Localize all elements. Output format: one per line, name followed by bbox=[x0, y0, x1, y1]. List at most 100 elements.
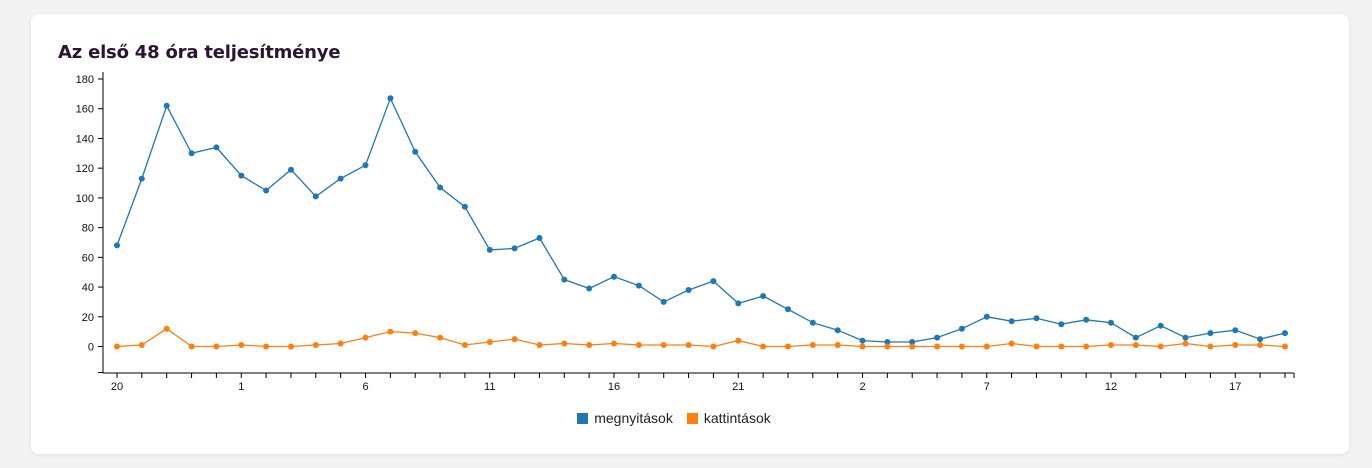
y-tick-label: 40 bbox=[82, 282, 94, 294]
data-point bbox=[586, 342, 593, 348]
data-point bbox=[1232, 342, 1239, 348]
data-point bbox=[1008, 340, 1015, 347]
data-point bbox=[163, 102, 170, 109]
x-tick-label: 16 bbox=[608, 381, 620, 393]
data-point bbox=[760, 293, 767, 299]
data-point bbox=[859, 343, 866, 350]
data-point bbox=[387, 328, 394, 335]
data-point bbox=[884, 339, 891, 345]
data-point bbox=[1058, 321, 1065, 328]
data-point bbox=[114, 242, 120, 249]
data-point bbox=[785, 306, 791, 313]
y-tick-label: 180 bbox=[76, 74, 94, 86]
data-point bbox=[958, 343, 965, 350]
data-point bbox=[1033, 343, 1040, 350]
data-point bbox=[1207, 343, 1214, 350]
data-point bbox=[1257, 342, 1264, 348]
data-point bbox=[238, 172, 245, 179]
data-point bbox=[958, 325, 965, 332]
data-point bbox=[909, 343, 916, 350]
data-point bbox=[1207, 330, 1214, 337]
data-point bbox=[809, 342, 816, 348]
series-layer bbox=[114, 95, 1288, 350]
legend-label-clicks: kattintások bbox=[703, 410, 771, 426]
y-tick-label: 140 bbox=[76, 133, 94, 145]
data-point bbox=[1282, 343, 1288, 350]
data-point bbox=[785, 343, 791, 350]
data-point bbox=[188, 150, 195, 157]
data-point bbox=[1232, 327, 1239, 334]
data-point bbox=[263, 343, 270, 350]
y-tick-label: 100 bbox=[76, 193, 94, 205]
data-point bbox=[809, 319, 816, 326]
data-point bbox=[1157, 322, 1164, 329]
data-point bbox=[586, 285, 593, 292]
y-tick-label: 60 bbox=[82, 252, 94, 264]
x-tick-label: 11 bbox=[484, 381, 495, 393]
data-point bbox=[138, 342, 145, 348]
data-point bbox=[461, 342, 468, 348]
x-tick-label: 21 bbox=[732, 381, 744, 393]
data-point bbox=[486, 339, 493, 345]
data-point bbox=[213, 144, 220, 151]
data-point bbox=[859, 337, 866, 344]
x-tick-label: 17 bbox=[1229, 381, 1241, 393]
data-point bbox=[1083, 343, 1090, 350]
data-point bbox=[511, 336, 518, 343]
data-point bbox=[362, 334, 369, 341]
data-point bbox=[1132, 342, 1139, 348]
data-point bbox=[561, 276, 568, 283]
data-point bbox=[760, 343, 767, 350]
data-point bbox=[188, 343, 195, 350]
data-point bbox=[263, 187, 270, 194]
data-point bbox=[710, 278, 717, 285]
data-point bbox=[213, 343, 220, 350]
y-tick-label: 20 bbox=[82, 312, 94, 324]
legend-swatch-opens bbox=[577, 412, 589, 424]
data-point bbox=[710, 343, 717, 350]
y-tick-label: 80 bbox=[82, 223, 94, 235]
data-point bbox=[660, 298, 667, 305]
y-tick-label: 120 bbox=[76, 163, 94, 175]
data-point bbox=[312, 342, 319, 348]
y-axis: 0 20 40 60 80 100 120 140 160 180 bbox=[76, 72, 104, 373]
data-point bbox=[983, 343, 990, 350]
data-point bbox=[536, 342, 543, 348]
legend-item-opens[interactable]: megnyitások bbox=[577, 410, 673, 426]
data-point bbox=[1083, 316, 1090, 323]
x-tick-label: 2 bbox=[859, 381, 865, 393]
x-tick-label: 1 bbox=[238, 381, 244, 393]
data-point bbox=[685, 287, 692, 293]
data-point bbox=[1182, 334, 1189, 341]
data-point bbox=[611, 340, 617, 347]
x-tick-label: 20 bbox=[111, 381, 123, 393]
data-point bbox=[1058, 343, 1065, 350]
data-point bbox=[288, 166, 294, 173]
legend-item-clicks[interactable]: kattintások bbox=[686, 410, 771, 426]
data-point bbox=[934, 343, 941, 350]
data-point bbox=[337, 340, 344, 347]
data-point bbox=[412, 330, 419, 337]
y-tick-label: 0 bbox=[88, 342, 94, 354]
data-point bbox=[834, 342, 841, 348]
data-point bbox=[611, 273, 617, 280]
data-point bbox=[138, 175, 145, 182]
chart-card bbox=[31, 14, 1349, 454]
data-point bbox=[660, 342, 667, 348]
data-point bbox=[362, 162, 369, 169]
data-point bbox=[536, 235, 543, 241]
data-point bbox=[114, 343, 120, 350]
data-point bbox=[312, 193, 319, 200]
legend: megnyitások kattintások bbox=[0, 410, 1348, 426]
series-line bbox=[116, 96, 1286, 343]
chart-title: Az első 48 óra teljesítménye bbox=[58, 42, 341, 63]
x-tick-label: 6 bbox=[362, 381, 368, 393]
data-point bbox=[561, 340, 568, 347]
data-point bbox=[1108, 342, 1114, 348]
data-point bbox=[884, 343, 891, 350]
data-point bbox=[412, 148, 419, 155]
data-point bbox=[685, 342, 692, 348]
data-point bbox=[834, 327, 841, 334]
data-point bbox=[1257, 336, 1264, 343]
